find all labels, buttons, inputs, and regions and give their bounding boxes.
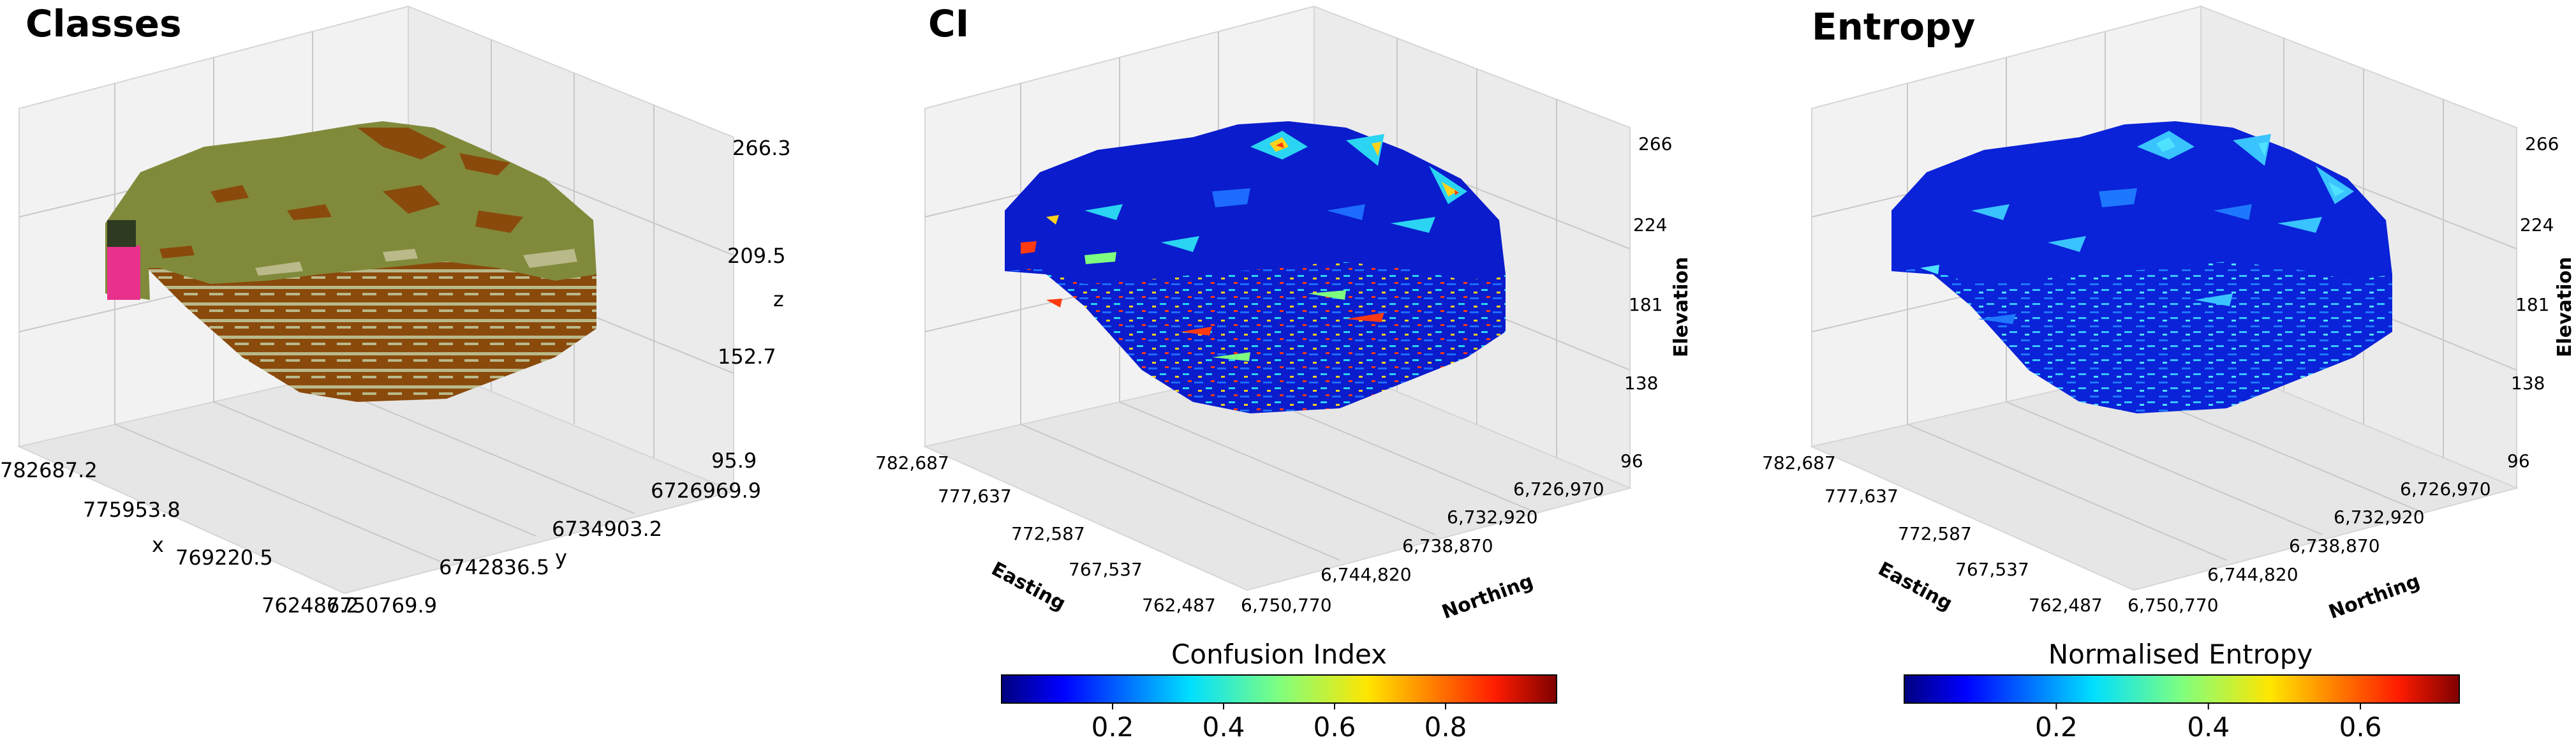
colorbar-tick-label: 0.6 (1314, 711, 1356, 742)
z-tick-2: 181 (2515, 294, 2549, 315)
colorbar-tick-label: 0.4 (2187, 711, 2230, 742)
y-tick-2: 6,738,870 (1402, 535, 1493, 556)
title-classes: Classes (26, 2, 182, 45)
y-axis-label: Northing (2326, 570, 2423, 624)
x-tick-4: 762,487 (2029, 595, 2103, 616)
x-tick-3: 762487.2 (262, 593, 359, 618)
z-tick-1: 224 (1633, 214, 1667, 235)
colorbar-label: Normalised Entropy (2048, 639, 2313, 670)
z-tick-3: 138 (2511, 373, 2545, 394)
z-axis-ticks: 266.3 209.5 152.7 95.9 z (711, 136, 791, 473)
z-axis-label: Elevation (1670, 256, 1692, 357)
y-tick-3: 6,744,820 (2207, 564, 2298, 585)
colorbar-tick-label: 0.8 (1425, 711, 1467, 742)
z-tick-2: 152.7 (718, 345, 776, 369)
panel-ci: CI 266 224 181 138 96 Elevation 782,687 … (875, 2, 1692, 742)
x-axis-ticks: 782687.2 775953.8 769220.5 762487.2 x (0, 458, 359, 618)
z-tick-4: 96 (2507, 450, 2530, 471)
x-tick-3: 767,537 (1069, 559, 1143, 580)
z-axis-ticks: 266 224 181 138 96 Elevation (2507, 133, 2576, 471)
y-tick-3: 6,744,820 (1321, 564, 1412, 585)
y-tick-0: 6726969.9 (651, 479, 761, 503)
x-tick-0: 782,687 (1762, 452, 1836, 473)
y-axis-label: y (555, 545, 567, 570)
ci-hotspots (1021, 131, 1467, 361)
y-axis-label: Northing (1439, 570, 1536, 624)
z-tick-0: 266.3 (732, 136, 791, 160)
colorbar-tick-label: 0.2 (2035, 711, 2078, 742)
top-dark-patches (159, 128, 523, 258)
floor-pane (17, 356, 736, 595)
x-tick-0: 782,687 (875, 452, 949, 473)
x-axis-label: Easting (988, 558, 1069, 615)
y-tick-2: 6,738,870 (2289, 535, 2380, 556)
x-tick-0: 782687.2 (0, 458, 98, 482)
x-axis-label: Easting (1874, 558, 1956, 615)
panel-classes: Classes 266.3 209.5 152.7 95.9 z 782687.… (0, 2, 791, 618)
z-tick-0: 266 (1638, 133, 1672, 154)
x-tick-1: 777,637 (938, 486, 1012, 507)
z-tick-3: 95.9 (711, 449, 757, 473)
x-tick-2: 769220.5 (175, 545, 273, 570)
x-tick-3: 767,537 (1955, 559, 2029, 580)
pink-accent-block (107, 246, 140, 300)
entropy-volume (1891, 121, 2392, 413)
x-tick-2: 772,587 (1011, 523, 1085, 544)
volume-top (1005, 121, 1506, 284)
y-tick-1: 6,732,920 (2334, 507, 2425, 528)
colorbar-tick-label: 0.6 (2339, 711, 2382, 742)
z-tick-2: 181 (1629, 294, 1662, 315)
z-axis-ticks: 266 224 181 138 96 Elevation (1620, 133, 1692, 471)
colorbar-label: Confusion Index (1171, 639, 1387, 670)
x-tick-1: 777,637 (1825, 486, 1899, 507)
z-axis-label: z (773, 287, 784, 311)
colorbar-gradient (1001, 674, 1557, 704)
colorbar-entropy: Normalised Entropy 0.2 0.4 0.6 (1904, 639, 2460, 742)
title-entropy: Entropy (1812, 5, 1975, 48)
colorbar-tick-label: 0.4 (1203, 711, 1245, 742)
y-tick-0: 6,726,970 (1513, 479, 1604, 500)
y-tick-2: 6742836.5 (439, 555, 549, 579)
volume-top (1891, 121, 2392, 284)
colorbar-ci: Confusion Index 0.2 0.4 0.6 0.8 (1001, 639, 1557, 742)
panel-entropy: Entropy 266 224 181 138 96 Elevation 782… (1762, 5, 2576, 742)
y-axis-ticks: 6726969.9 6734903.2 6742836.5 6750769.9 … (327, 479, 761, 618)
class-volume (105, 121, 596, 402)
y-tick-1: 6734903.2 (552, 517, 662, 541)
z-axis-label: Elevation (2554, 256, 2576, 357)
y-tick-3: 6750769.9 (327, 593, 437, 618)
y-tick-4: 6,750,770 (1241, 595, 1332, 616)
y-tick-1: 6,732,920 (1447, 507, 1538, 528)
title-ci: CI (928, 2, 969, 45)
dark-accent-block (107, 220, 136, 247)
colorbar-gradient (1904, 674, 2460, 704)
top-light-patches (255, 249, 577, 276)
z-tick-4: 96 (1620, 450, 1643, 471)
z-tick-0: 266 (2525, 133, 2559, 154)
x-tick-2: 772,587 (1898, 523, 1972, 544)
z-tick-1: 209.5 (727, 244, 786, 268)
colorbar-ticks: 0.2 0.4 0.6 0.8 (1092, 703, 1467, 742)
z-tick-3: 138 (1624, 373, 1658, 394)
colorbar-ticks: 0.2 0.4 0.6 (2035, 703, 2382, 742)
x-tick-1: 775953.8 (83, 498, 181, 522)
x-axis-label: x (152, 533, 164, 557)
colorbar-tick-label: 0.2 (1092, 711, 1134, 742)
y-tick-0: 6,726,970 (2400, 479, 2491, 500)
ci-volume (1005, 121, 1506, 413)
z-tick-1: 224 (2520, 214, 2554, 235)
y-tick-4: 6,750,770 (2128, 595, 2219, 616)
x-tick-4: 762,487 (1142, 595, 1216, 616)
